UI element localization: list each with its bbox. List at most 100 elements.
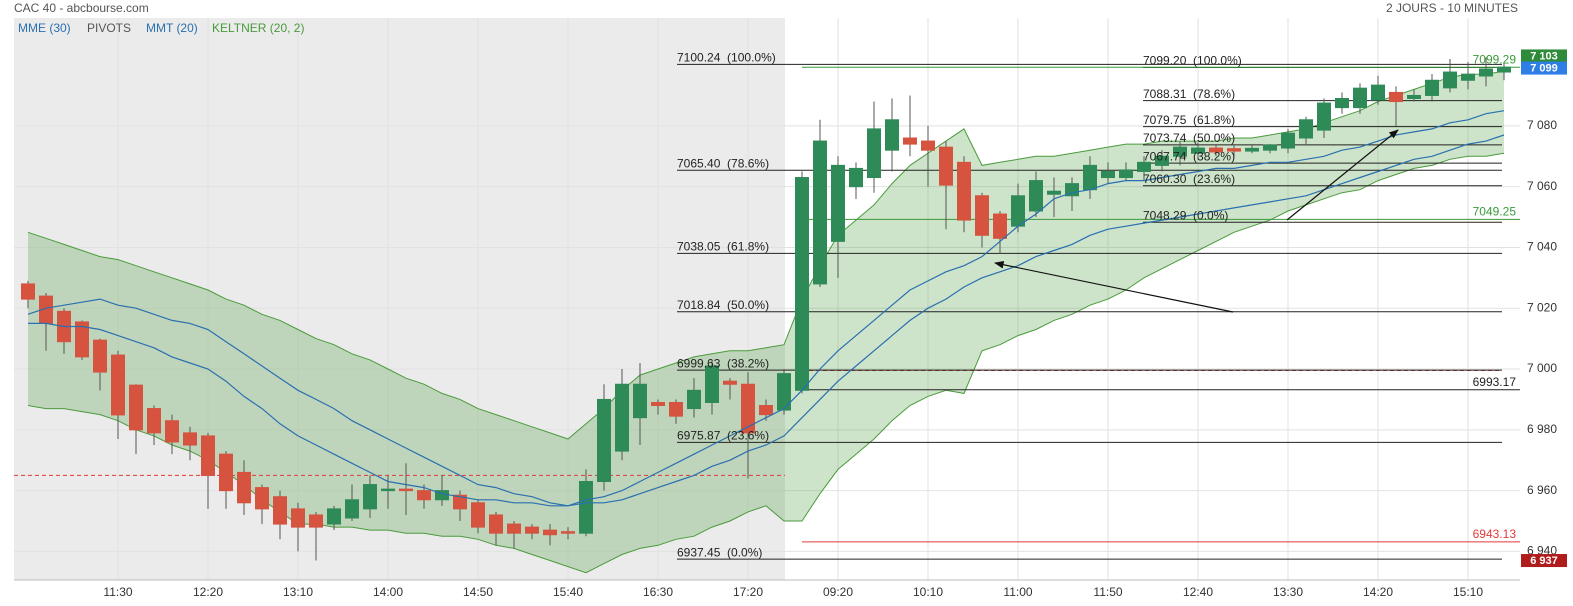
fib-label: 7079.75 (61.8%) — [1143, 113, 1235, 127]
x-tick-label: 13:30 — [1273, 585, 1303, 599]
candle-body — [705, 365, 719, 403]
candle-body — [921, 140, 935, 151]
candle-body — [651, 401, 665, 407]
candle-body — [849, 167, 863, 188]
x-tick-label: 14:00 — [373, 585, 403, 599]
candle-body — [669, 401, 683, 417]
x-tick-label: 11:00 — [1003, 585, 1032, 599]
candle-body — [975, 195, 989, 236]
candle-body — [1209, 147, 1223, 153]
price-marker — [1521, 554, 1567, 568]
fib-label: 7048.29 (0.0%) — [1143, 208, 1228, 222]
candle-body — [885, 119, 899, 151]
keltner-upper — [27, 70, 1505, 440]
candle-body — [1137, 161, 1151, 172]
fib-label: 6999.63 (38.2%) — [677, 356, 769, 370]
candle-body — [237, 471, 251, 504]
candle-body — [1173, 146, 1187, 157]
candle-body — [1029, 180, 1043, 212]
y-tick-label: 7 000 — [1527, 361, 1557, 375]
candle-body — [453, 494, 467, 510]
candle-body — [1497, 66, 1511, 73]
price-marker-label: 6 937 — [1530, 555, 1558, 567]
price-marker-label: 7 103 — [1530, 50, 1558, 62]
legend-entry: KELTNER (20, 2) — [212, 21, 304, 35]
candle-body — [417, 490, 431, 501]
candle-body — [1425, 79, 1439, 96]
candle-body — [579, 481, 593, 534]
candle-body — [1335, 98, 1349, 109]
price-marker-label: 7 099 — [1530, 63, 1558, 75]
x-tick-label: 09:20 — [823, 585, 853, 599]
annotation-arrow — [1286, 129, 1399, 221]
candle-body — [1461, 73, 1475, 81]
candle-body — [759, 405, 773, 416]
fib-label: 7067.74 (38.2%) — [1143, 149, 1235, 163]
candle-body — [687, 389, 701, 410]
x-tick-label: 17:20 — [733, 585, 763, 599]
candle-body — [1191, 147, 1205, 154]
candle-body — [75, 321, 89, 358]
candle-body — [1281, 132, 1295, 149]
y-tick-label: 7 080 — [1527, 118, 1557, 132]
legend-entry: PIVOTS — [87, 21, 131, 35]
y-tick-label: 7 040 — [1527, 240, 1557, 254]
candle-body — [1443, 71, 1457, 89]
candle-body — [741, 383, 755, 434]
candle-body — [723, 380, 737, 385]
candle-body — [111, 354, 125, 416]
fib-label: 7100.24 (100.0%) — [677, 51, 776, 65]
candle-body — [1479, 68, 1493, 77]
candle-body — [993, 213, 1007, 239]
legend-entry: MMT (20) — [146, 21, 198, 35]
candle-body — [309, 514, 323, 528]
x-tick-label: 15:10 — [1453, 585, 1483, 599]
candle-body — [219, 453, 233, 492]
candle-body — [903, 137, 917, 145]
candle-body — [597, 398, 611, 483]
candle-body — [273, 496, 287, 525]
y-tick-label: 6 960 — [1527, 483, 1557, 497]
y-tick-label: 6 980 — [1527, 422, 1557, 436]
candle-body — [93, 339, 107, 373]
candle-body — [831, 164, 845, 242]
candle-body — [1407, 94, 1421, 100]
candle-body — [129, 384, 143, 431]
candle-body — [327, 508, 341, 525]
fib-label: 7038.05 (61.8%) — [677, 240, 769, 254]
price-line-label: 7049.25 — [1473, 205, 1517, 219]
candle-body — [489, 514, 503, 534]
candle-body — [1101, 170, 1115, 179]
x-tick-label: 13:10 — [283, 585, 313, 599]
x-tick-label: 14:20 — [1363, 585, 1393, 599]
candle-body — [1047, 190, 1061, 195]
candle-body — [957, 161, 971, 221]
legend-entry: MME (30) — [18, 21, 71, 35]
candle-body — [1389, 91, 1403, 103]
candle-body — [21, 283, 35, 300]
candle-body — [165, 420, 179, 443]
candle-body — [255, 487, 269, 510]
candle-body — [867, 128, 881, 179]
candle-body — [1227, 148, 1241, 152]
candle-body — [291, 508, 305, 528]
y-tick-label: 7 020 — [1527, 300, 1557, 314]
price-line-label: 6993.17 — [1473, 375, 1517, 389]
candle-body — [939, 146, 953, 186]
candle-body — [633, 383, 647, 419]
fib-label: 6937.45 (0.0%) — [677, 545, 762, 559]
candle-body — [1317, 102, 1331, 131]
period-label: 2 JOURS - 10 MINUTES — [1386, 1, 1518, 15]
candle-body — [183, 432, 197, 446]
x-tick-label: 16:30 — [643, 585, 673, 599]
candle-body — [147, 408, 161, 434]
y-tick-label: 7 060 — [1527, 179, 1557, 193]
candle-body — [561, 531, 575, 534]
candle-body — [795, 177, 809, 391]
x-tick-label: 11:50 — [1093, 585, 1122, 599]
candle-body — [363, 484, 377, 510]
fib-label: 7099.20 (100.0%) — [1143, 54, 1242, 68]
x-tick-label: 10:10 — [913, 585, 943, 599]
